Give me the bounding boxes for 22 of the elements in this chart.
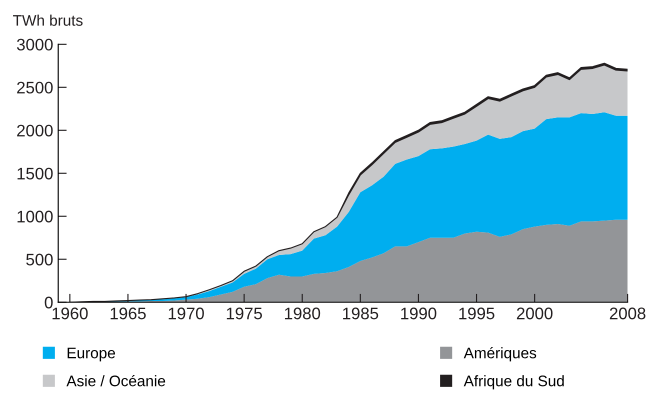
y-tick-label: 500: [26, 254, 53, 266]
x-tick-label: 1965: [110, 308, 146, 320]
x-tick-label: 2008: [610, 308, 646, 320]
y-tick-label: 2500: [17, 82, 53, 94]
x-tick-label: 1990: [401, 308, 436, 320]
x-tick-label: 1970: [168, 308, 204, 320]
x-tick-label: 1980: [284, 308, 320, 320]
x-tick-label: 1975: [226, 308, 262, 320]
x-tick-label: 1985: [343, 308, 378, 320]
y-tick-label: 1000: [18, 210, 53, 222]
legend-label: Amériques: [464, 346, 536, 362]
y-tick-label: 3000: [16, 38, 53, 51]
legend-label: Europe: [68, 348, 116, 362]
legend-label: Asie / Océanie: [66, 374, 166, 386]
y-tick-label: 0: [44, 296, 53, 308]
x-tick-label: 1960: [52, 308, 88, 320]
y-tick-label: 1500: [18, 168, 53, 180]
legend-label: Afrique du Sud: [464, 375, 564, 390]
x-tick-label: 1995: [459, 308, 494, 320]
x-tick-label: 2000: [516, 308, 553, 320]
y-tick-label: 2000: [17, 124, 53, 137]
y-axis-title: TWh bruts: [13, 14, 83, 26]
